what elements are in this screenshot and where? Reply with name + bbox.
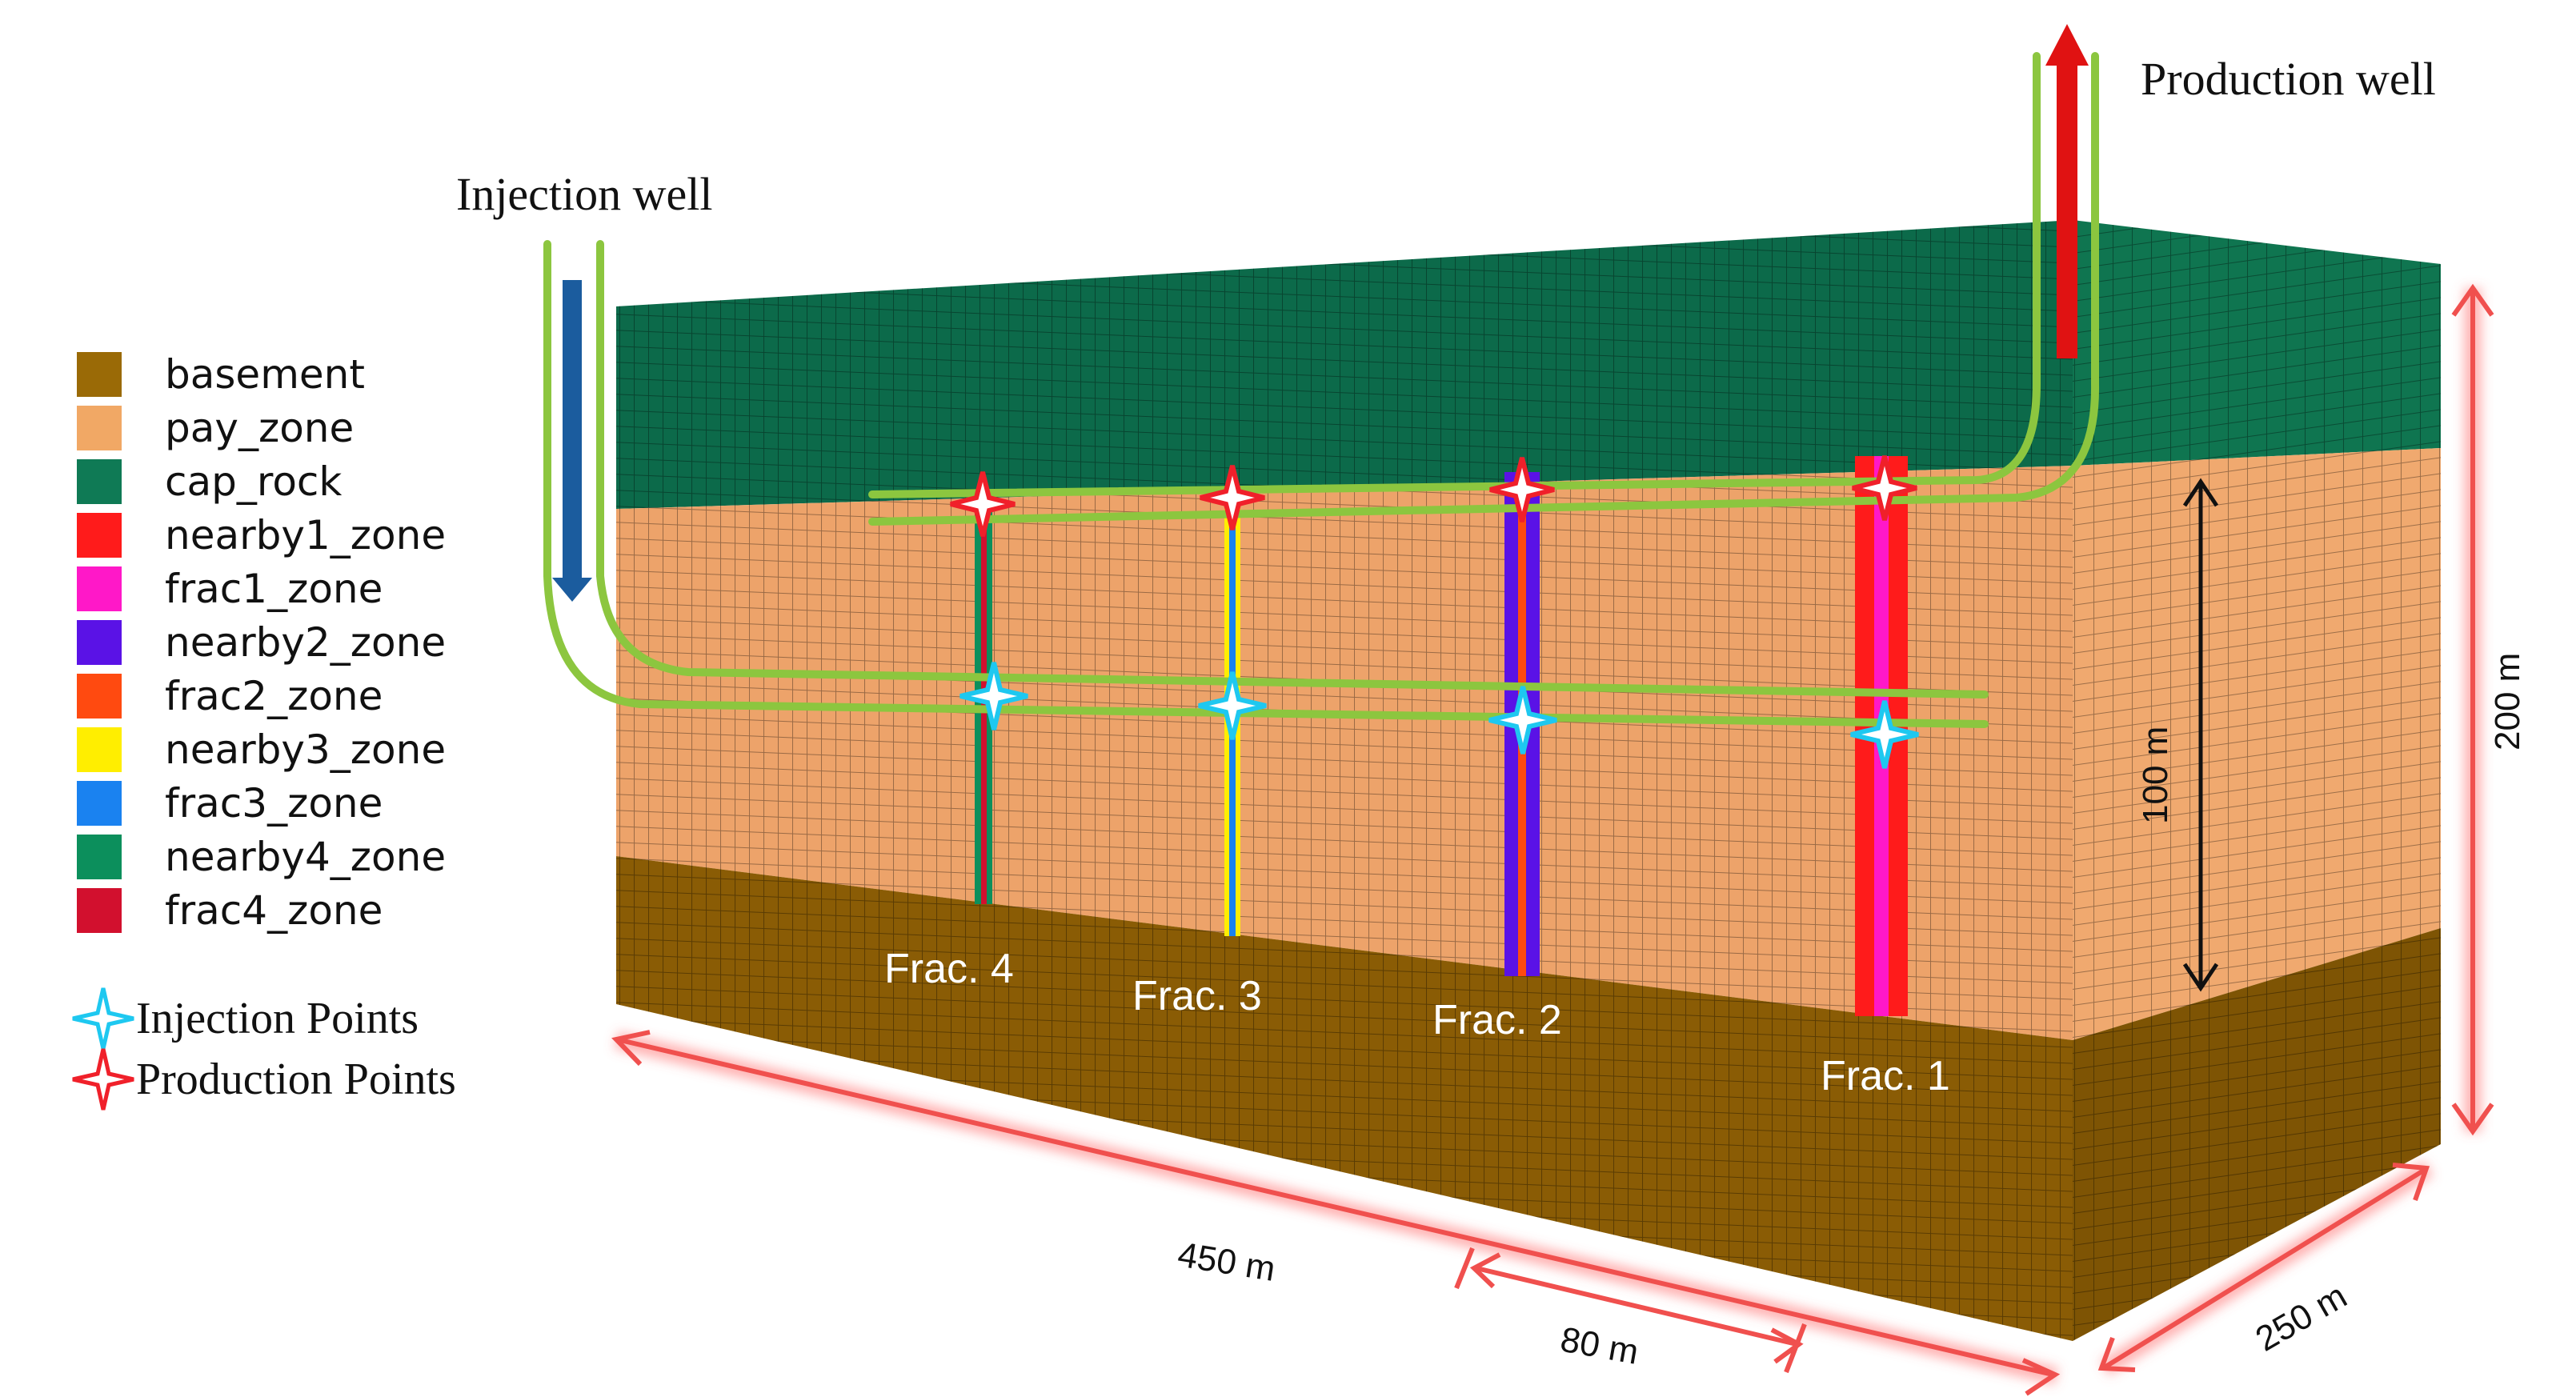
legend-label: nearby1_zone: [165, 511, 447, 558]
spacing-tick: [1454, 1247, 1475, 1290]
legend-swatch: [77, 673, 122, 719]
arrowhead-icon: [2097, 1336, 2136, 1372]
injection-arrow-icon: [552, 280, 592, 602]
front-face: [616, 220, 2073, 1341]
injection-points: [959, 662, 1919, 769]
legend-swatch: [77, 727, 122, 772]
production-star-icon: [950, 471, 1016, 537]
injection-star-icon: [959, 662, 1028, 731]
zone-legend: basement pay_zone cap_rock nearby1_zone …: [77, 347, 446, 937]
legend-item-basement: basement: [77, 347, 446, 401]
legend-item-cap-rock: cap_rock: [77, 454, 446, 508]
legend-item-production-points: Production Points: [67, 1048, 456, 1111]
legend-label: frac2_zone: [165, 672, 383, 719]
legend-item-frac3-zone: frac3_zone: [77, 776, 446, 830]
legend-swatch: [77, 512, 122, 558]
legend-item-nearby1-zone: nearby1_zone: [77, 508, 446, 562]
injection-well-label: Injection well: [456, 168, 713, 220]
pay-thickness-label: 100 m: [2136, 727, 2175, 824]
legend-item-pay-zone: pay_zone: [77, 401, 446, 454]
injection-star-icon: [1198, 671, 1267, 740]
arrowhead-icon: [2392, 1163, 2430, 1201]
marker-legend: Injection Points Production Points: [67, 987, 456, 1111]
legend-item-frac1-zone: frac1_zone: [77, 562, 446, 615]
arrowhead-icon: [2451, 1103, 2494, 1136]
legend-item-injection-points: Injection Points: [67, 987, 456, 1050]
frac4-label: Frac. 4: [884, 946, 1014, 992]
legend-swatch: [77, 619, 122, 665]
injection-pipe-outer: [543, 240, 1989, 728]
legend-item-nearby2-zone: nearby2_zone: [77, 615, 446, 669]
legend-label: Injection Points: [136, 994, 419, 1043]
production-pipe-lower: [868, 52, 2100, 526]
injection-star-icon: [1850, 700, 1919, 769]
legend-label: pay_zone: [165, 404, 355, 451]
pay-thickness-dimension: [2182, 478, 2219, 992]
spacing-tick: [1784, 1323, 1807, 1374]
production-arrow-icon: [2045, 24, 2089, 358]
legend-item-nearby3-zone: nearby3_zone: [77, 723, 446, 776]
arrowhead-icon: [2182, 963, 2219, 992]
legend-swatch: [77, 405, 122, 450]
front-grid: [616, 220, 2073, 1341]
frac1-label: Frac. 1: [1821, 1053, 1950, 1099]
frac2-label: Frac. 2: [1432, 997, 1562, 1043]
legend-swatch: [77, 458, 122, 504]
spacing-dimension-line: [1476, 1266, 1797, 1347]
arrowhead-icon: [2451, 283, 2494, 317]
legend-label: frac3_zone: [165, 779, 383, 827]
legend-label: cap_rock: [165, 458, 343, 505]
dimension-lines: [611, 283, 2494, 1396]
production-star-icon: [72, 1048, 134, 1111]
injection-star-icon: [1488, 686, 1557, 755]
arrowhead-icon: [611, 1030, 651, 1067]
legend-label: frac1_zone: [165, 565, 383, 612]
legend-label: nearby2_zone: [165, 618, 447, 666]
legend-swatch: [77, 780, 122, 826]
legend-swatch: [77, 834, 122, 879]
arrowhead-icon: [1469, 1252, 1501, 1289]
side-face: [2073, 220, 2441, 1341]
production-star-icon: [1852, 455, 1917, 521]
legend-swatch: [77, 887, 122, 933]
length-dimension-label: 450 m: [1175, 1235, 1277, 1289]
length-dimension-line: [619, 1038, 2053, 1377]
width-dimension-line: [2101, 1167, 2426, 1371]
side-grid: [2073, 220, 2441, 1341]
production-well-label: Production well: [2141, 53, 2436, 105]
legend-swatch: [77, 566, 122, 611]
injection-pipe-inner: [596, 240, 1989, 698]
width-dimension-label: 250 m: [2249, 1276, 2354, 1359]
legend-label: Production Points: [136, 1055, 456, 1104]
arrowhead-icon: [2182, 478, 2219, 507]
legend-item-nearby4-zone: nearby4_zone: [77, 830, 446, 883]
legend-label: nearby4_zone: [165, 833, 447, 880]
height-dimension-label: 200 m: [2488, 653, 2527, 751]
production-star-icon: [1200, 465, 1265, 530]
legend-label: basement: [165, 350, 365, 398]
legend-item-frac2-zone: frac2_zone: [77, 669, 446, 723]
arrowhead-icon: [2021, 1358, 2061, 1396]
legend-label: nearby3_zone: [165, 726, 447, 773]
legend-item-frac4-zone: frac4_zone: [77, 883, 446, 937]
spacing-dimension-label: 80 m: [1557, 1320, 1641, 1372]
production-star-icon: [1489, 457, 1555, 522]
legend-label: frac4_zone: [165, 887, 383, 934]
production-pipe-upper: [868, 52, 2041, 498]
frac3-label: Frac. 3: [1132, 973, 1262, 1019]
production-points: [950, 455, 1917, 537]
legend-swatch: [77, 351, 122, 397]
well-pipes: [543, 52, 2100, 728]
